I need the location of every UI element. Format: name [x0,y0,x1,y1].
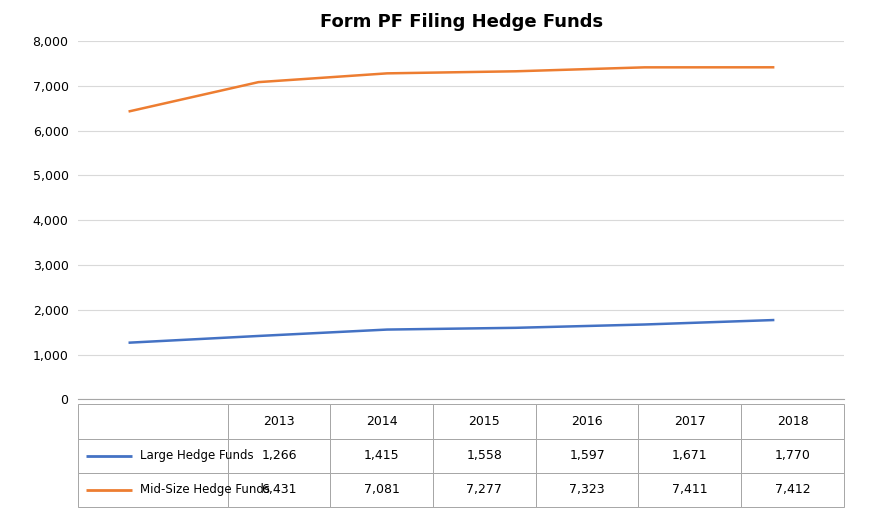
Text: 6,431: 6,431 [261,483,296,496]
Text: 2017: 2017 [673,415,705,428]
FancyBboxPatch shape [78,473,228,507]
Text: Large Hedge Funds: Large Hedge Funds [139,449,253,462]
FancyBboxPatch shape [330,404,433,439]
Text: 2015: 2015 [468,415,500,428]
Text: 2014: 2014 [366,415,397,428]
FancyBboxPatch shape [78,439,228,473]
FancyBboxPatch shape [740,404,843,439]
Text: 1,266: 1,266 [261,449,296,462]
FancyBboxPatch shape [228,473,330,507]
FancyBboxPatch shape [228,404,330,439]
FancyBboxPatch shape [535,473,638,507]
FancyBboxPatch shape [638,439,740,473]
Text: 1,558: 1,558 [466,449,501,462]
FancyBboxPatch shape [78,404,228,439]
Text: 7,277: 7,277 [466,483,501,496]
FancyBboxPatch shape [638,404,740,439]
FancyBboxPatch shape [535,404,638,439]
Text: 7,323: 7,323 [568,483,604,496]
FancyBboxPatch shape [228,439,330,473]
Text: 7,411: 7,411 [671,483,706,496]
Text: 7,412: 7,412 [773,483,809,496]
FancyBboxPatch shape [740,473,843,507]
Text: 1,671: 1,671 [671,449,706,462]
Text: 2013: 2013 [262,415,295,428]
Text: Mid-Size Hedge Funds: Mid-Size Hedge Funds [139,483,269,496]
FancyBboxPatch shape [433,473,535,507]
FancyBboxPatch shape [330,439,433,473]
FancyBboxPatch shape [638,473,740,507]
Text: 7,081: 7,081 [363,483,399,496]
FancyBboxPatch shape [740,439,843,473]
FancyBboxPatch shape [433,439,535,473]
FancyBboxPatch shape [535,439,638,473]
Title: Form PF Filing Hedge Funds: Form PF Filing Hedge Funds [319,13,602,31]
Text: 1,597: 1,597 [568,449,604,462]
FancyBboxPatch shape [433,404,535,439]
Text: 2018: 2018 [776,415,807,428]
Text: 2016: 2016 [571,415,602,428]
Text: 1,415: 1,415 [363,449,399,462]
FancyBboxPatch shape [330,473,433,507]
Text: 1,770: 1,770 [773,449,810,462]
